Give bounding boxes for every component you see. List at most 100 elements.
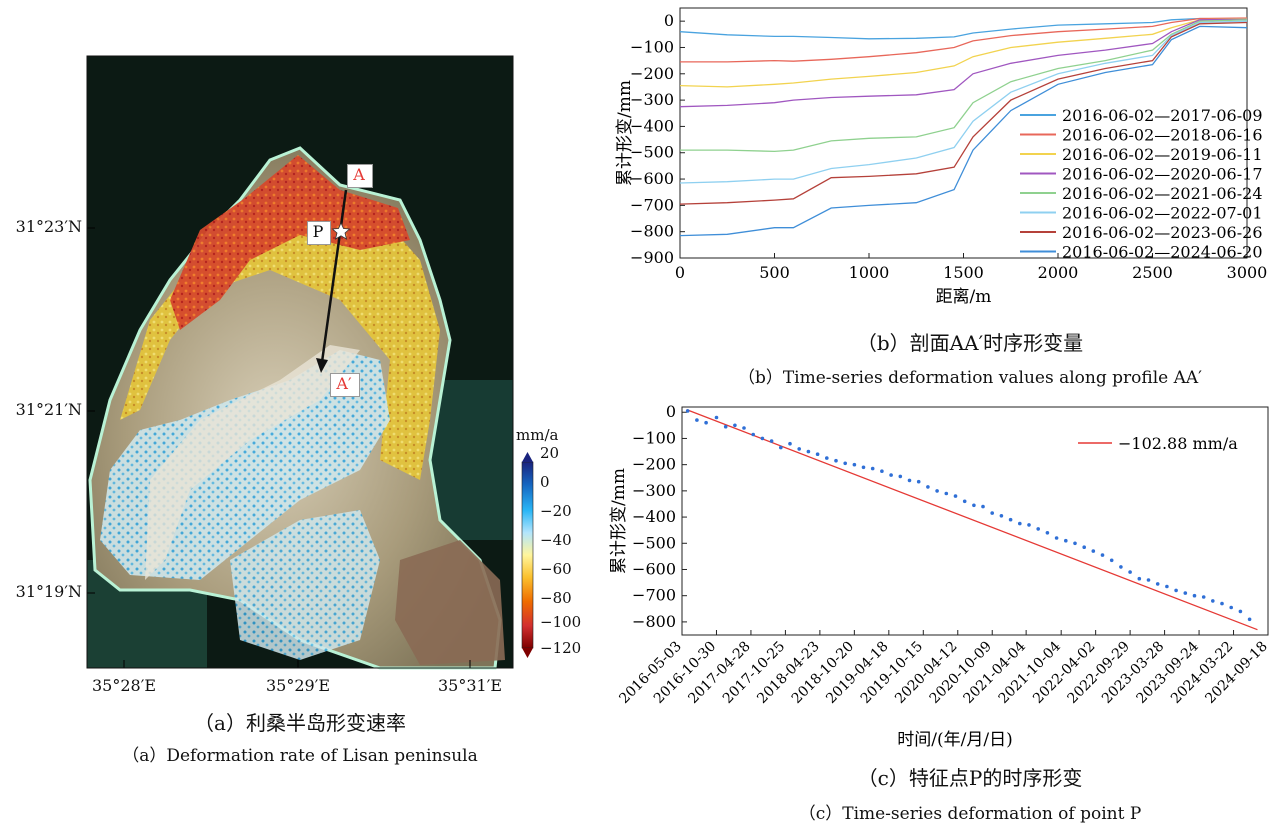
colorbar-tick: 20 [540, 444, 560, 462]
brown-land-southeast [395, 540, 505, 665]
timeseries-chart: 0−100−200−300−400−500−600−700−8002016-05… [609, 402, 1271, 750]
salt-pan-rim [145, 345, 360, 580]
colorbar-tick: 0 [540, 473, 550, 491]
data-point [870, 466, 875, 471]
caption-c-cn: （c）特征点P的时序形变 [857, 766, 1083, 790]
data-point [1165, 584, 1169, 589]
label-p-box [307, 221, 331, 245]
panel-c: 0 −100 −200 −300 −400 −500 −600 −700 −800 2016-05… [600, 395, 1283, 832]
lon-label: 35°31′E [437, 676, 503, 695]
label-a-prime-box [330, 373, 360, 397]
y-tick-label: −600 [632, 559, 676, 578]
y-tick-label: −100 [632, 428, 676, 447]
data-point [1109, 558, 1114, 563]
data-point [769, 439, 774, 443]
plot-frame [681, 406, 1269, 636]
data-point [972, 503, 976, 508]
data-point [1220, 601, 1224, 606]
data-point [880, 469, 884, 473]
data-point [714, 415, 719, 420]
y-tick-label: −200 [630, 64, 674, 83]
data-point [1137, 576, 1142, 581]
legend-label: 2016-06-02—2018-06-16 [1062, 126, 1263, 145]
series-line [679, 25, 1248, 237]
y-tick-label: −300 [630, 90, 674, 109]
label-p: P [312, 222, 324, 241]
y-tick-label: −800 [632, 612, 676, 631]
label-a-box [347, 164, 373, 188]
colorbar-tick: −80 [540, 589, 572, 607]
data-point [1247, 617, 1252, 622]
data-point [1155, 582, 1160, 586]
y-tick-label: −100 [630, 37, 674, 56]
x-tick-label: 3000 [1227, 263, 1268, 282]
y-tick-label: 0 [664, 11, 674, 30]
data-point [1036, 527, 1040, 531]
colorbar-tick: −20 [540, 502, 572, 520]
zone-red [170, 155, 410, 330]
data-point [1054, 536, 1059, 540]
data-point [1073, 541, 1077, 546]
data-point [1192, 593, 1197, 598]
data-point [953, 494, 958, 498]
data-point [852, 462, 857, 467]
data-point [944, 491, 949, 496]
y-tick-label: −700 [630, 195, 674, 214]
legend-label: 2016-06-02—2020-06-17 [1062, 165, 1263, 184]
data-point [1082, 545, 1086, 549]
data-point [788, 441, 792, 446]
y-axis-label: 累计形变/mm [609, 468, 629, 574]
colorbar-unit: mm/a [516, 426, 559, 444]
data-point [1018, 521, 1022, 526]
series-line [679, 18, 1248, 108]
x-tick-label: 1500 [943, 263, 984, 282]
lat-label: 31°19′N [15, 582, 82, 601]
legend-label: 2016-06-02—2022-07-01 [1062, 204, 1263, 223]
colorbar-tick: −120 [540, 639, 582, 657]
series-line [680, 19, 1248, 153]
data-point [742, 426, 746, 430]
colorbar-tick: −100 [540, 613, 582, 631]
colorbar-tick: −40 [540, 531, 572, 549]
profile-arrowhead [316, 358, 328, 373]
legend-label: 2016-06-02—2017-06-09 [1062, 106, 1263, 125]
data-point [1238, 609, 1243, 614]
y-tick-label: −700 [632, 586, 676, 605]
y-axis-label: 累计形变/mm [615, 80, 635, 186]
label-a-prime: A′ [336, 374, 352, 393]
data-point [898, 474, 903, 479]
data-point [1229, 605, 1233, 610]
profile-line [320, 189, 348, 363]
data-point [825, 456, 829, 460]
data-point [797, 447, 801, 451]
data-point [1008, 517, 1013, 522]
y-tick-label: −500 [630, 143, 674, 162]
data-point [815, 452, 820, 456]
series-line [679, 17, 1248, 40]
map-svg [86, 55, 534, 670]
data-point [1100, 553, 1105, 557]
data-point [834, 458, 838, 463]
y-tick-label: −900 [630, 248, 674, 267]
data-point [1091, 549, 1096, 553]
colorbar-top-arrow [522, 452, 533, 462]
map-frame [86, 55, 514, 669]
y-tick-label: −800 [630, 222, 674, 241]
caption-a-cn: （a）利桑半岛形变速率 [194, 711, 406, 735]
x-tick-label: 0 [675, 263, 685, 282]
caption-c-en: （c）Time-series deformation of point P [798, 804, 1142, 824]
y-tick-label: −300 [632, 481, 676, 500]
data-point [1174, 588, 1178, 593]
data-point [1146, 578, 1151, 582]
data-point [1128, 570, 1132, 574]
data-point [1211, 599, 1215, 603]
data-point [760, 436, 765, 441]
data-point [1027, 523, 1031, 527]
data-point [907, 478, 912, 483]
series-line [680, 17, 1248, 63]
lon-label: 35°29′E [265, 676, 331, 695]
data-point [999, 514, 1004, 518]
caption-b-cn: （b）剖面AA′时序形变量 [856, 331, 1084, 355]
data-point [751, 432, 755, 437]
data-point [1183, 591, 1188, 595]
